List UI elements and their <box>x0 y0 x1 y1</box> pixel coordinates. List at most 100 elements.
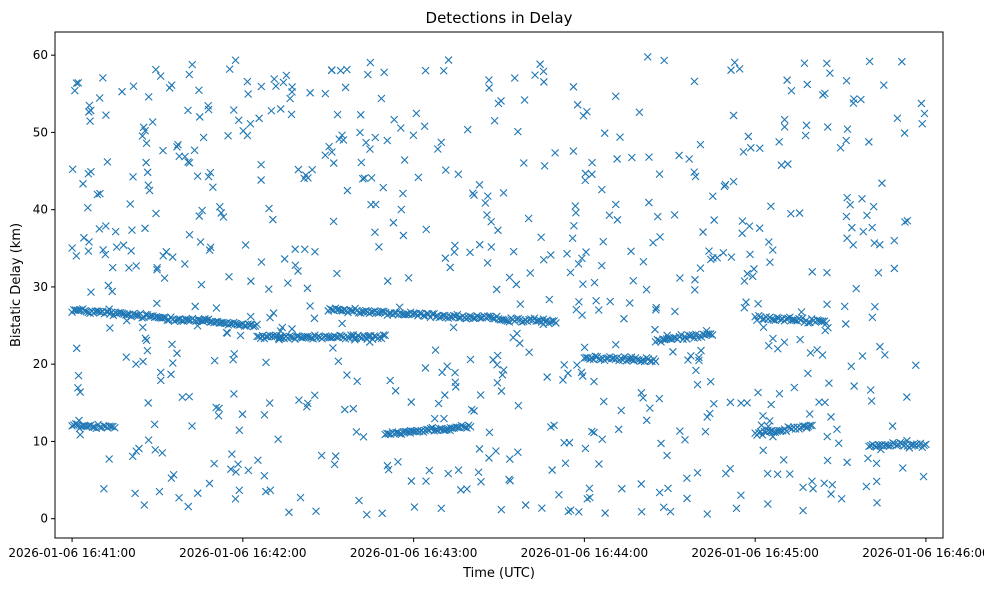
data-point <box>697 346 705 355</box>
data-point <box>79 179 87 188</box>
data-point <box>683 474 691 483</box>
data-point <box>573 361 581 369</box>
data-point <box>696 264 705 273</box>
data-point <box>651 357 660 366</box>
data-point <box>286 94 294 103</box>
data-point <box>475 445 484 453</box>
data-point <box>321 89 330 98</box>
data-point <box>560 438 569 447</box>
data-point <box>775 389 784 398</box>
data-point <box>651 325 659 334</box>
data-point <box>859 227 868 236</box>
data-point <box>72 79 81 87</box>
data-point <box>874 268 883 277</box>
data-point <box>144 181 153 190</box>
data-point <box>185 70 194 79</box>
data-point <box>225 272 233 281</box>
data-point <box>143 168 152 177</box>
data-point <box>799 483 807 492</box>
data-point <box>249 322 258 331</box>
data-point <box>169 470 178 479</box>
data-point <box>526 269 535 277</box>
data-point <box>699 228 707 236</box>
data-point <box>439 66 448 75</box>
data-point <box>193 172 202 181</box>
data-point <box>876 342 884 351</box>
data-point <box>243 77 252 86</box>
data-point <box>470 191 478 200</box>
data-point <box>918 119 927 128</box>
data-point <box>653 212 662 221</box>
y-tick-label: 20 <box>33 357 48 371</box>
data-point <box>614 425 623 434</box>
data-point <box>206 168 215 177</box>
data-point <box>849 240 858 249</box>
data-point <box>823 432 832 441</box>
data-point <box>620 314 628 323</box>
data-point <box>710 216 719 224</box>
data-point <box>656 232 664 241</box>
data-point <box>414 173 423 182</box>
data-point <box>454 170 463 179</box>
data-point <box>572 305 581 314</box>
data-point <box>898 464 907 472</box>
data-point <box>828 480 837 489</box>
data-point <box>691 172 700 181</box>
data-point <box>317 451 326 460</box>
data-point <box>294 267 302 275</box>
plot-area-frame <box>54 31 944 539</box>
data-point <box>804 369 812 378</box>
data-point <box>270 75 279 83</box>
data-point <box>356 128 364 137</box>
data-point <box>783 76 791 85</box>
data-point <box>613 215 622 224</box>
data-point <box>327 66 336 75</box>
data-point <box>68 422 76 430</box>
data-point <box>579 280 587 289</box>
data-point <box>550 421 558 430</box>
data-point <box>68 244 77 252</box>
y-tick-label: 60 <box>33 48 48 62</box>
data-point <box>573 100 582 109</box>
data-point <box>627 247 635 256</box>
data-point <box>605 211 614 220</box>
data-point <box>797 308 806 316</box>
data-point <box>922 440 930 449</box>
data-point <box>721 469 730 478</box>
data-point <box>499 189 508 197</box>
data-point <box>616 133 624 141</box>
data-point <box>485 312 494 321</box>
data-point <box>611 92 620 101</box>
data-point <box>435 313 444 322</box>
data-point <box>754 388 762 397</box>
data-point <box>296 493 305 502</box>
data-point <box>158 448 167 457</box>
data-point <box>142 336 151 345</box>
data-point <box>786 209 795 218</box>
data-point <box>188 422 196 430</box>
data-point <box>627 353 636 362</box>
data-point <box>140 501 149 509</box>
data-point <box>255 114 264 123</box>
data-point <box>300 174 309 183</box>
data-point <box>537 233 546 242</box>
data-point <box>706 330 715 338</box>
data-point <box>257 176 266 184</box>
data-point <box>463 125 472 134</box>
data-point <box>174 140 182 149</box>
y-axis-ticks: 0 10 20 30 40 50 60 <box>33 48 55 526</box>
data-point <box>827 490 835 498</box>
data-point <box>893 114 902 123</box>
data-point <box>879 81 888 90</box>
data-point <box>505 273 514 282</box>
data-point <box>825 379 833 388</box>
data-point <box>386 376 395 385</box>
data-point <box>837 494 846 503</box>
data-point <box>329 159 338 167</box>
data-point <box>266 313 274 322</box>
data-point <box>540 161 549 170</box>
x-tick-label: 2026-01-06 16:44:00 <box>521 546 648 560</box>
data-point <box>901 218 909 226</box>
data-point <box>799 506 807 515</box>
data-point <box>827 413 835 421</box>
